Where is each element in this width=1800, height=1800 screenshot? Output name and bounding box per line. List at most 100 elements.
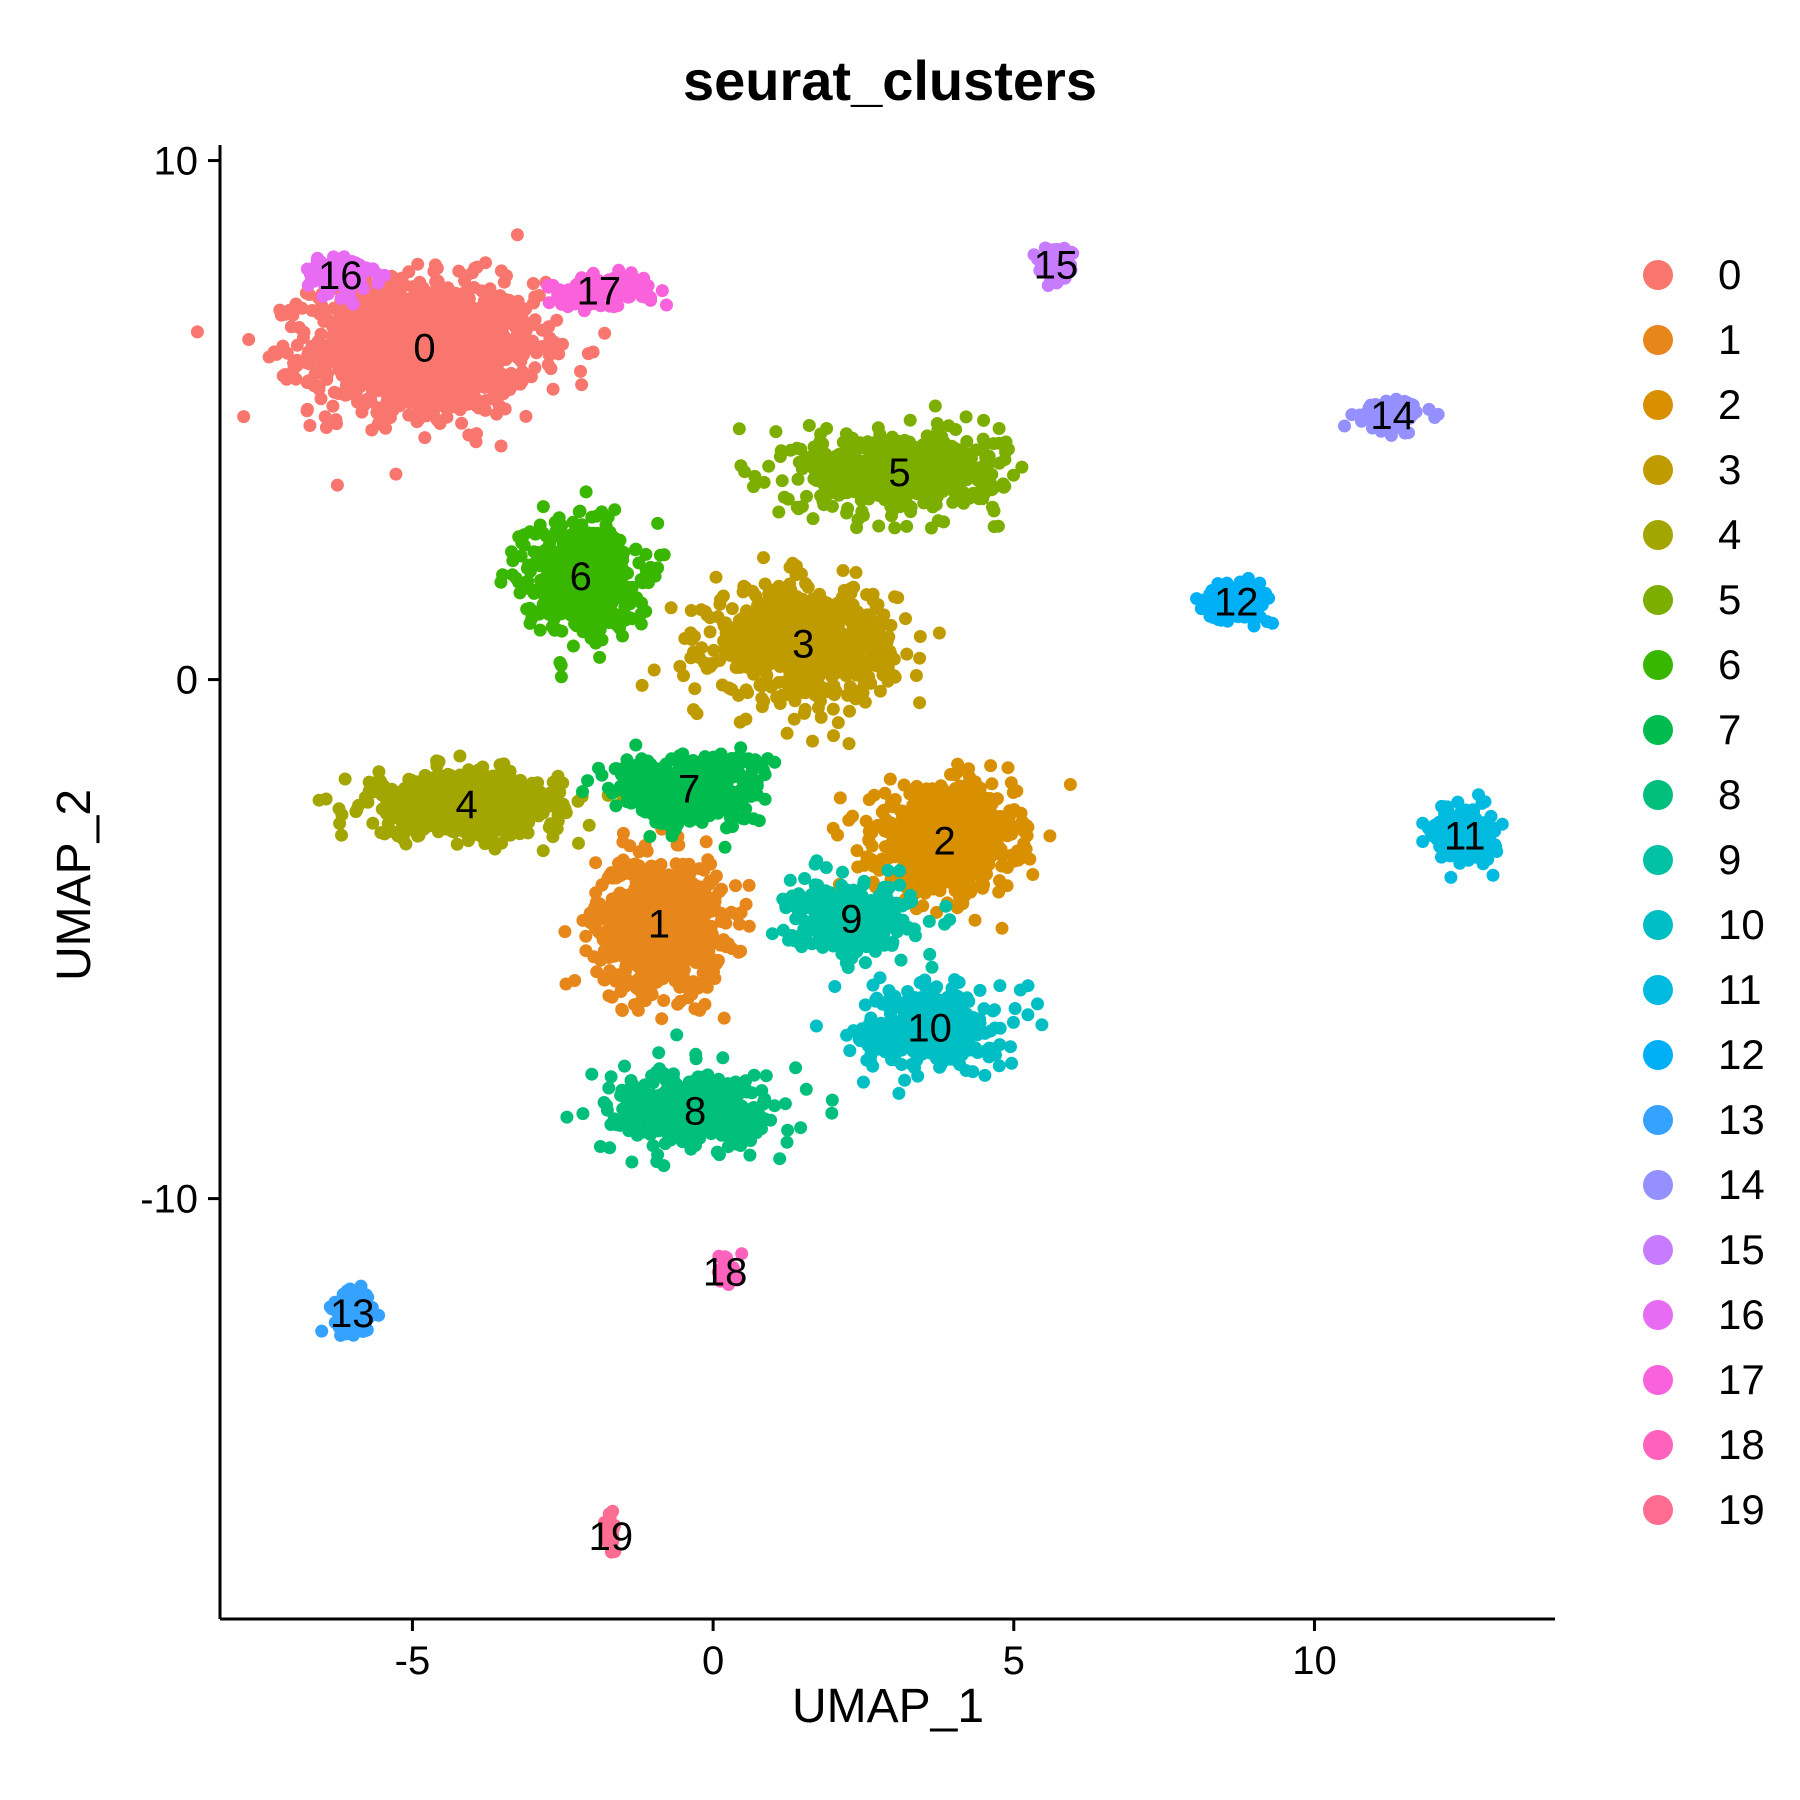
data-point: [420, 397, 434, 411]
data-point: [913, 696, 927, 710]
data-point: [395, 822, 409, 836]
data-point: [886, 504, 900, 518]
data-point: [827, 688, 841, 702]
data-point: [811, 671, 825, 685]
data-point: [950, 901, 964, 915]
data-point: [406, 301, 420, 315]
data-point: [734, 459, 748, 473]
data-point: [598, 973, 612, 987]
data-point: [368, 349, 382, 363]
data-point: [969, 805, 983, 819]
data-point: [454, 354, 468, 367]
data-point: [964, 879, 978, 893]
data-point: [741, 637, 755, 651]
data-point: [768, 606, 782, 620]
data-point: [946, 495, 960, 509]
data-point: [338, 772, 352, 786]
data-point: [613, 904, 627, 918]
data-point: [418, 372, 432, 386]
data-point: [818, 640, 832, 654]
points-layer: [190, 228, 1509, 1559]
data-point: [806, 457, 820, 471]
data-point: [314, 392, 328, 406]
data-point: [519, 332, 533, 346]
data-point: [484, 349, 498, 363]
data-point: [669, 857, 683, 871]
data-point: [777, 490, 791, 504]
data-point: [733, 715, 747, 729]
data-point: [441, 350, 454, 364]
data-point: [673, 659, 687, 673]
data-point: [404, 392, 418, 405]
data-point: [625, 896, 638, 909]
data-point: [355, 405, 369, 419]
data-point: [963, 770, 976, 784]
data-point: [437, 817, 451, 831]
data-point: [871, 471, 885, 485]
data-point: [318, 410, 332, 424]
data-point: [910, 784, 924, 798]
data-point: [965, 447, 979, 461]
data-point: [418, 431, 432, 445]
data-point: [587, 950, 601, 964]
data-point: [335, 828, 348, 842]
data-point: [379, 807, 393, 821]
data-point: [976, 432, 990, 446]
data-point: [688, 682, 702, 696]
data-point: [693, 862, 706, 876]
data-point: [237, 410, 251, 424]
data-point: [371, 401, 385, 415]
data-point: [394, 361, 408, 375]
data-point: [817, 498, 831, 512]
data-point: [360, 339, 374, 353]
data-point: [543, 331, 557, 345]
data-point: [739, 581, 753, 595]
data-point: [733, 613, 747, 627]
data-point: [614, 972, 628, 986]
data-point: [438, 799, 452, 813]
data-point: [544, 362, 558, 376]
data-point: [478, 380, 492, 394]
data-point: [361, 795, 375, 809]
data-point: [901, 437, 915, 451]
data-point: [846, 809, 859, 823]
data-point: [791, 600, 805, 614]
data-point: [484, 811, 498, 824]
data-point: [310, 341, 324, 355]
data-point: [986, 500, 999, 514]
data-point: [487, 771, 501, 785]
data-point: [438, 401, 452, 414]
data-point: [339, 388, 352, 402]
data-point: [993, 874, 1006, 888]
data-point: [574, 364, 587, 378]
data-point: [913, 833, 927, 847]
data-point: [307, 379, 321, 393]
data-point: [690, 707, 704, 721]
data-point: [906, 859, 920, 873]
data-point: [614, 985, 628, 998]
data-point: [513, 827, 527, 841]
data-point: [903, 413, 917, 427]
data-point: [909, 669, 923, 682]
data-point: [1011, 853, 1025, 867]
data-point: [581, 347, 595, 361]
data-point: [831, 716, 845, 730]
data-point: [944, 876, 958, 890]
data-point: [876, 645, 890, 659]
data-point: [976, 492, 990, 506]
data-point: [843, 704, 856, 718]
data-point: [960, 833, 973, 847]
data-point: [389, 467, 403, 481]
data-point: [739, 897, 753, 911]
data-point: [903, 820, 917, 834]
data-point: [831, 828, 844, 842]
data-point: [687, 629, 701, 643]
data-point: [914, 473, 928, 487]
data-point: [686, 931, 699, 945]
data-point: [685, 916, 699, 930]
data-point: [869, 452, 883, 466]
data-point: [509, 377, 523, 391]
data-point: [280, 346, 294, 360]
data-point: [432, 755, 446, 769]
data-point: [1014, 806, 1028, 820]
